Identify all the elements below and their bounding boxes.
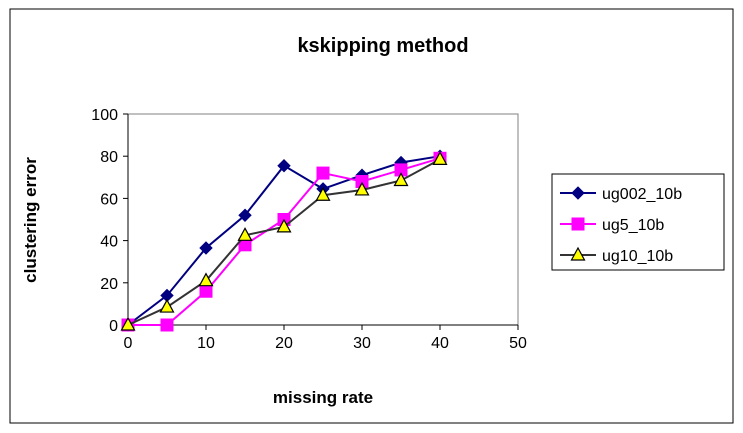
x-tick-label: 50 — [509, 335, 527, 352]
x-tick-label: 20 — [275, 335, 293, 352]
y-axis-label: clustering error — [21, 157, 40, 283]
series-layer — [120, 149, 448, 332]
y-tick-label: 80 — [100, 149, 118, 166]
data-point — [354, 181, 370, 196]
data-point — [316, 166, 330, 180]
data-point — [159, 298, 175, 313]
data-point — [199, 284, 213, 298]
series-ug10_10b — [120, 151, 448, 331]
x-tick-label: 30 — [353, 335, 371, 352]
x-tick-label: 0 — [124, 335, 133, 352]
y-tick-label: 40 — [100, 234, 118, 251]
data-point — [199, 241, 213, 255]
data-point — [237, 227, 253, 241]
legend-item: ug10_10b — [560, 246, 673, 265]
legend-label: ug5_10b — [602, 217, 664, 234]
legend-label: ug002_10b — [602, 186, 682, 203]
legend-item: ug5_10b — [560, 217, 664, 234]
x-tick-label: 40 — [431, 335, 449, 352]
axes-layer: 0 20 40 60 80 100 0 10 20 30 40 50 — [91, 107, 527, 352]
legend-marker — [571, 217, 585, 231]
x-axis-label: missing rate — [273, 388, 373, 407]
y-tick-label: 20 — [100, 276, 118, 293]
y-tick-label: 0 — [109, 318, 118, 335]
legend-marker — [570, 246, 586, 261]
legend-item: ug002_10b — [560, 186, 682, 203]
y-tick-label: 60 — [100, 191, 118, 208]
data-point — [160, 318, 174, 332]
data-point — [276, 218, 292, 233]
x-tick-label: 10 — [197, 335, 215, 352]
data-point — [432, 151, 448, 165]
legend-marker — [571, 186, 585, 200]
data-point — [393, 172, 409, 187]
legend: ug002_10b ug5_10b ug10_10b — [560, 186, 682, 265]
legend-label: ug10_10b — [602, 248, 673, 265]
data-point — [315, 186, 331, 201]
data-point — [198, 272, 214, 287]
data-point — [120, 316, 136, 331]
y-tick-label: 100 — [91, 107, 118, 124]
data-point — [277, 158, 291, 173]
data-point — [238, 208, 252, 222]
chart-title: kskipping method — [297, 35, 468, 57]
